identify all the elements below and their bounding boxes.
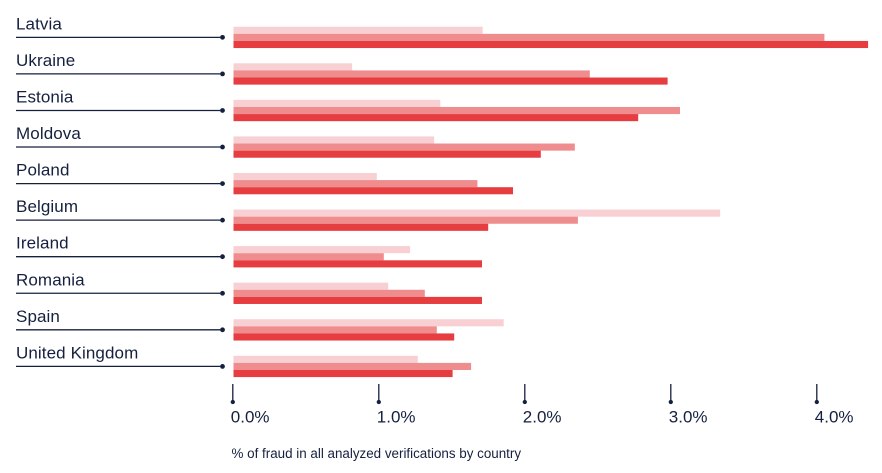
svg-text:Ireland: Ireland [16, 234, 69, 253]
svg-text:Moldova: Moldova [16, 124, 81, 143]
svg-text:0.0%: 0.0% [231, 407, 270, 426]
svg-text:Ukraine: Ukraine [16, 51, 75, 70]
svg-text:Estonia: Estonia [16, 87, 74, 106]
svg-text:Romania: Romania [16, 270, 85, 289]
svg-text:4.0%: 4.0% [815, 407, 854, 426]
svg-text:Latvia: Latvia [16, 14, 62, 33]
svg-text:2.0%: 2.0% [523, 407, 562, 426]
svg-text:% of fraud in all analyzed ver: % of fraud in all analyzed verifications… [232, 446, 522, 461]
svg-text:Poland: Poland [16, 161, 70, 180]
svg-text:1.0%: 1.0% [377, 407, 416, 426]
svg-text:United Kingdom: United Kingdom [16, 343, 138, 362]
svg-text:Spain: Spain [16, 307, 60, 326]
svg-text:3.0%: 3.0% [669, 407, 708, 426]
svg-text:Belgium: Belgium [16, 197, 78, 216]
